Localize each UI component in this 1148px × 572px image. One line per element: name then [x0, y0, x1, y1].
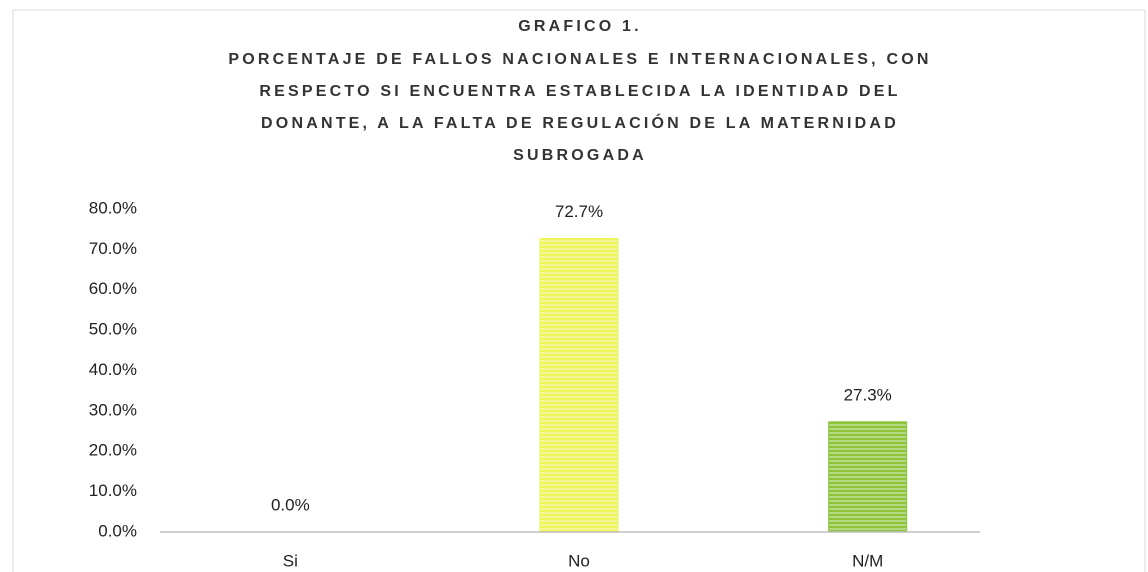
y-tick-label: 30.0% [89, 400, 137, 419]
y-tick-label: 20.0% [89, 441, 137, 460]
x-tick-label: N/M [852, 551, 883, 570]
chart-title: SUBROGADA [513, 147, 647, 164]
y-tick-label: 60.0% [89, 279, 137, 298]
y-tick-label: 50.0% [89, 320, 137, 339]
chart-title: GRAFICO 1. [518, 18, 642, 35]
bar [539, 237, 619, 533]
y-tick-label: 70.0% [89, 239, 137, 258]
x-tick-label: No [568, 551, 590, 570]
data-label: 0.0% [271, 495, 310, 514]
y-tick-label: 40.0% [89, 360, 137, 379]
y-tick-label: 0.0% [98, 521, 137, 540]
data-label: 72.7% [555, 202, 603, 221]
bar [828, 421, 908, 533]
y-tick-label: 10.0% [89, 481, 137, 500]
y-tick-label: 80.0% [89, 198, 137, 217]
chart-title: RESPECTO SI ENCUENTRA ESTABLECIDA LA IDE… [259, 83, 900, 100]
x-tick-label: Si [283, 551, 298, 570]
chart-title: DONANTE, A LA FALTA DE REGULACIÓN DE LA … [261, 113, 899, 132]
chart-title: PORCENTAJE DE FALLOS NACIONALES E INTERN… [228, 51, 931, 68]
data-label: 27.3% [844, 385, 892, 404]
